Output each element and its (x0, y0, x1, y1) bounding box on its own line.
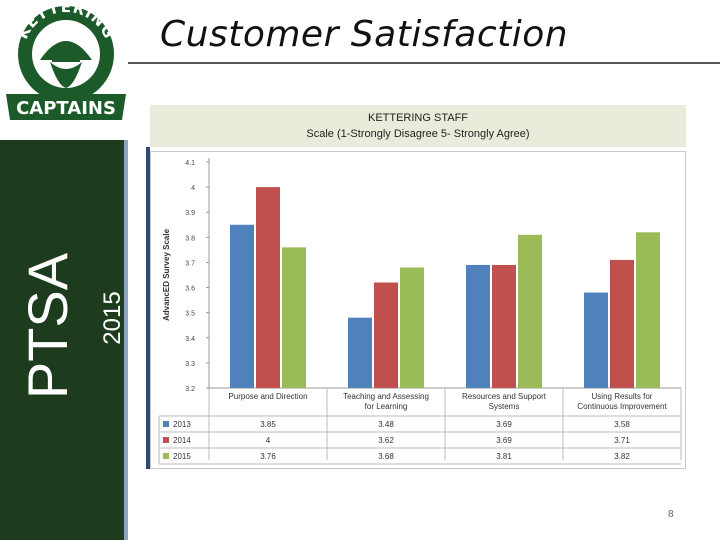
legend-key-2015 (163, 453, 169, 459)
category-label: Using Results for (592, 392, 653, 401)
side-bar (0, 140, 128, 540)
logo-bottom-text: CAPTAINS (16, 98, 116, 119)
page-number: 8 (668, 509, 674, 520)
y-tick-label: 4 (191, 185, 195, 192)
category-label: Systems (489, 402, 520, 411)
chart-frame-accent (146, 147, 150, 469)
table-cell-value: 3.48 (378, 420, 394, 429)
table-cell-value: 3.69 (496, 420, 512, 429)
legend-label: 2014 (173, 436, 191, 445)
chart-frame: 3.2 3.3 3.4 3.5 3.6 3.7 3.8 3.9 4 4.1 AdvancED Sur… (150, 151, 686, 469)
legend-key-2014 (163, 437, 169, 443)
y-tick-label: 3.5 (185, 311, 195, 318)
category-label: for Learning (365, 402, 408, 411)
bar-2014-1 (256, 187, 280, 388)
bar-2015-1 (282, 247, 306, 388)
side-label: PTSA (16, 252, 79, 400)
chart-caption-box: KETTERING STAFF Scale (1-Strongly Disagr… (150, 105, 686, 147)
table-cell-value: 4 (266, 436, 271, 445)
bar-2013-4 (584, 292, 608, 388)
legend-label: 2013 (173, 420, 191, 429)
side-bar-accent (124, 140, 128, 540)
bar-2013-2 (348, 317, 372, 388)
y-tick-label: 3.8 (185, 235, 195, 242)
caption-line-2: Scale (1-Strongly Disagree 5- Strongly A… (306, 128, 530, 140)
table-cell-value: 3.81 (496, 452, 512, 461)
bar-2013-3 (466, 264, 490, 388)
y-tick-label: 3.9 (185, 210, 195, 217)
y-axis-label: AdvancED Survey Scale (162, 228, 171, 321)
y-tick-label: 3.3 (185, 361, 195, 368)
title-divider (128, 62, 720, 64)
category-label: Teaching and Assessing (343, 392, 429, 401)
legend-label: 2015 (173, 452, 191, 461)
category-label: Resources and Support (462, 392, 547, 401)
table-cell-value: 3.58 (614, 420, 630, 429)
table-cell-value: 3.62 (378, 436, 394, 445)
y-tick-label: 3.4 (185, 336, 195, 343)
bar-2015-2 (400, 267, 424, 388)
kettering-captains-logo: KETTERING CAPTAINS (6, 2, 126, 120)
bar-2015-3 (518, 234, 542, 388)
y-tick-label: 4.1 (185, 160, 195, 167)
bar-2013-1 (230, 224, 254, 388)
table-cell-value: 3.68 (378, 452, 394, 461)
table-cell-value: 3.69 (496, 436, 512, 445)
table-cell-value: 3.76 (260, 452, 276, 461)
bar-2015-4 (636, 232, 660, 388)
bar-2014-3 (492, 264, 516, 388)
bar-2014-4 (610, 259, 634, 388)
y-tick-label: 3.6 (185, 286, 195, 293)
table-cell-value: 3.71 (614, 436, 630, 445)
slide-title: Customer Satisfaction (160, 14, 569, 55)
caption-line-1: KETTERING STAFF (367, 112, 469, 124)
bar-2014-2 (374, 282, 398, 388)
category-label: Continuous Improvement (577, 402, 667, 411)
category-label: Purpose and Direction (228, 392, 307, 401)
table-cell-value: 3.82 (614, 452, 630, 461)
table-cell-value: 3.85 (260, 420, 276, 429)
legend-key-2013 (163, 421, 169, 427)
y-tick-label: 3.2 (185, 386, 195, 393)
bar-chart: 3.2 3.3 3.4 3.5 3.6 3.7 3.8 3.9 4 4.1 AdvancED Sur… (158, 158, 682, 465)
side-year: 2015 (99, 291, 126, 345)
y-tick-label: 3.7 (185, 260, 195, 267)
